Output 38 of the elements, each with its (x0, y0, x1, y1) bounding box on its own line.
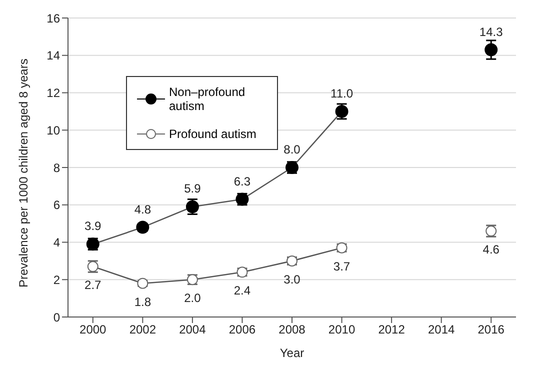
y-tick-label: 10 (46, 123, 60, 138)
data-label: 2.4 (234, 284, 251, 298)
y-tick-label: 12 (46, 86, 60, 100)
x-tick-label: 2002 (129, 322, 156, 337)
data-label: 3.7 (333, 259, 350, 274)
data-label: 4.6 (482, 242, 500, 257)
data-label: 1.8 (134, 294, 152, 309)
y-tick-label: 16 (46, 11, 60, 26)
point (136, 220, 150, 234)
legend-label: Non–profound autism (169, 85, 246, 113)
x-tick-label: 2012 (378, 322, 406, 337)
data-label: 11.0 (330, 86, 354, 100)
data-label: 14.3 (479, 24, 504, 39)
x-tick-label: 2008 (278, 322, 306, 337)
y-tick-label: 6 (53, 198, 60, 212)
y-tick-label: 8 (53, 160, 60, 175)
data-label: 4.8 (134, 202, 152, 216)
x-tick-label: 2014 (428, 322, 456, 337)
data-label: 8.0 (284, 142, 301, 156)
legend-label: Profound autism (169, 127, 258, 141)
data-label: 2.0 (184, 291, 202, 306)
data-label: 5.9 (184, 182, 202, 196)
y-tick-label: 0 (53, 310, 60, 324)
y-axis-title: Prevalence per 1000 children aged 8 years (16, 58, 30, 288)
point (484, 43, 498, 56)
x-tick-label: 2006 (228, 322, 256, 337)
x-tick-label: 2016 (478, 322, 505, 337)
x-tick-label: 2010 (328, 322, 356, 337)
data-label: 3.0 (284, 272, 301, 286)
x-tick-label: 2004 (179, 322, 206, 337)
y-tick-label: 2 (53, 272, 60, 287)
x-tick-label: 2000 (80, 322, 107, 337)
y-tick-label: 4 (53, 236, 60, 250)
x-axis-title: Year (280, 346, 304, 360)
data-label: 3.9 (84, 219, 102, 234)
y-tick-label: 14 (46, 48, 60, 63)
data-label: 2.7 (84, 278, 102, 292)
data-label: 6.3 (234, 174, 251, 188)
